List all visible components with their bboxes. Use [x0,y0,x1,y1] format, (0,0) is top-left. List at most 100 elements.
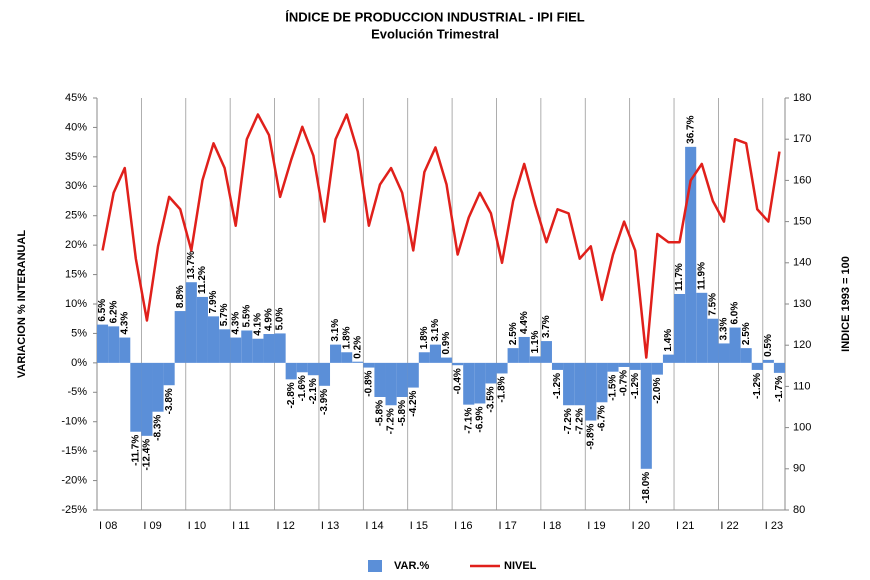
bar [518,336,530,363]
y2-tick-label: 180 [793,92,811,104]
y-tick-label: -25% [61,504,87,516]
bar [540,341,552,363]
x-tick-label: I 14 [365,520,383,532]
value-label: 6.5% [97,299,108,322]
y-tick-label: 45% [65,92,87,104]
bar [407,362,419,388]
bar [707,318,719,363]
value-label: -0.7% [619,370,630,396]
value-label: -0.8% [364,370,375,396]
bar [496,362,508,374]
bar [263,334,275,363]
bar [230,337,242,363]
bar [463,362,475,405]
value-label: 3.1% [330,319,341,342]
bar [185,282,197,363]
value-label: 11.2% [197,266,208,294]
y-tick-label: -20% [61,474,87,486]
value-label: -7.2% [574,408,585,434]
bar [751,362,763,370]
y2-tick-label: 100 [793,422,811,434]
y-tick-label: -10% [61,416,87,428]
value-label: 11.7% [674,263,685,291]
value-label: -4.2% [408,390,419,416]
x-tick-label: I 11 [232,520,250,532]
value-label: 0.5% [763,334,774,357]
value-label: 2.5% [508,322,519,345]
y2-tick-label: 120 [793,339,811,351]
y-tick-label: 10% [65,298,87,310]
x-tick-label: I 18 [543,520,561,532]
value-label: -1.2% [752,373,763,399]
value-label: -11.7% [130,435,141,466]
bar [529,356,541,363]
value-label: 5.5% [241,305,252,328]
bar [574,362,586,406]
value-label: 5.7% [219,303,230,326]
value-label: 5.0% [275,308,286,331]
value-label: -7.2% [386,408,397,434]
y-tick-label: 0% [71,357,87,369]
y2-tick-label: 140 [793,257,811,269]
bar [385,362,397,406]
bar [651,362,663,375]
value-label: 0.9% [441,332,452,355]
bar [696,292,708,363]
bar [618,362,630,367]
chart-subtitle: Evolución Trimestral [371,26,499,41]
x-tick-label: I 23 [765,520,783,532]
x-tick-label: I 09 [143,520,161,532]
bar [296,362,308,373]
bar [241,330,253,363]
bar [396,362,408,397]
x-tick-label: I 17 [498,520,516,532]
bar [274,333,286,363]
value-label: 4.3% [119,312,130,335]
value-label: 1.1% [530,330,541,353]
legend-label: VAR.% [394,560,429,572]
y2-tick-label: 130 [793,298,811,310]
value-label: -1.6% [297,375,308,401]
bar [163,362,175,386]
value-label: -2.1% [308,378,319,404]
value-label: -7.2% [563,408,574,434]
value-label: -2.8% [286,382,297,408]
bar [474,362,486,404]
y-tick-label: 5% [71,327,87,339]
value-label: -3.5% [486,386,497,412]
y2-axis-label: INDICE 1993 = 100 [840,256,852,352]
value-label: 7.9% [208,290,219,313]
value-label: -0.4% [452,368,463,394]
value-label: 2.5% [741,322,752,345]
bar [762,359,774,363]
value-label: 0.2% [352,336,363,359]
bar [729,327,741,363]
x-tick-label: I 16 [454,520,472,532]
value-label: 4.4% [519,311,530,334]
value-label: 4.9% [264,308,275,331]
bar [341,352,353,363]
value-label: -3.8% [164,388,175,414]
value-label: 1.8% [341,326,352,349]
value-label: -1.2% [630,373,641,399]
value-label: -8.3% [153,415,164,441]
value-label: 1.4% [663,329,674,352]
x-tick-label: I 13 [321,520,339,532]
y-axis-label: VARIACION % INTERANUAL [16,230,28,379]
bar [152,362,164,412]
y-tick-label: 20% [65,239,87,251]
value-label: -6.7% [597,405,608,431]
bar [252,338,264,363]
bar [196,296,208,363]
value-label: 4.3% [230,312,241,335]
value-label: -1.5% [608,375,619,401]
bar [685,146,697,363]
value-label: -1.7% [774,376,785,402]
y2-tick-label: 110 [793,380,811,392]
value-label: 11.9% [696,262,707,290]
x-tick-label: I 10 [188,520,206,532]
bar [429,344,441,363]
y2-tick-label: 170 [793,133,811,145]
value-label: -12.4% [142,439,153,471]
